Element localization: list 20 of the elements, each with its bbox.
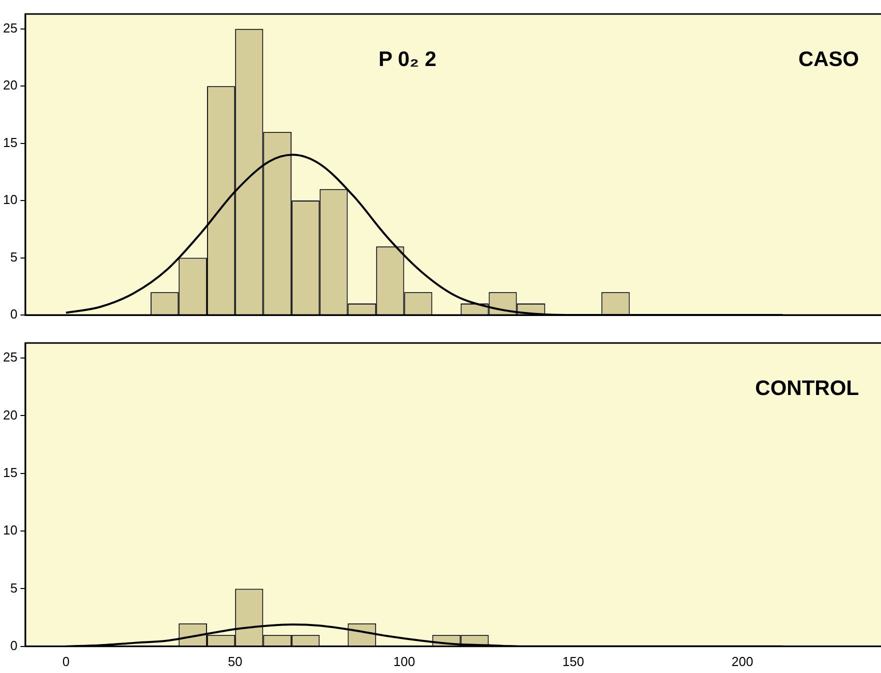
y-tick-label: 0 [10, 306, 18, 322]
y-tick-label: 10 [2, 522, 18, 538]
y-tick-label: 15 [2, 134, 18, 150]
x-tick-label: 0 [62, 654, 70, 669]
annotation: P 0₂ 2 [378, 48, 436, 71]
y-tick-label: 20 [2, 78, 18, 93]
y-tick-label: 20 [2, 407, 18, 422]
y-tick-label: 25 [2, 20, 18, 36]
annotation: CONTROL [755, 376, 860, 400]
y-tick-label: 15 [2, 464, 18, 480]
y-tick-label: 0 [10, 638, 18, 653]
y-tick-label: 10 [2, 192, 18, 208]
annotation: CASO [798, 48, 859, 71]
x-tick-label: 50 [228, 654, 242, 669]
y-tick-label: 25 [2, 350, 18, 365]
x-tick-label: 100 [393, 654, 416, 669]
y-tick-label: 5 [10, 249, 18, 264]
y-tick-label: 5 [10, 580, 18, 596]
x-tick-label: 200 [732, 654, 754, 669]
x-tick-label: 150 [562, 654, 584, 669]
